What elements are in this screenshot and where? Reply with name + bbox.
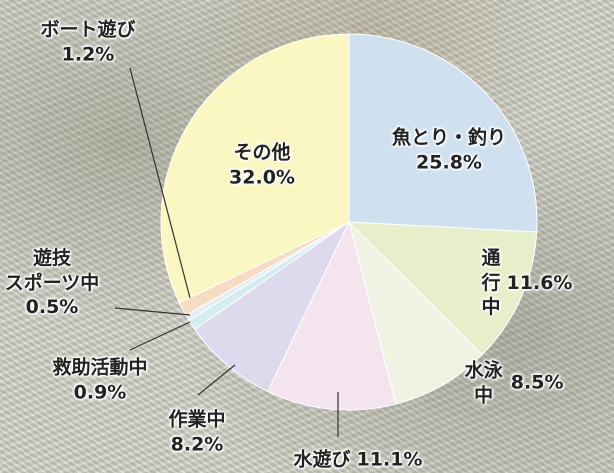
value-label: 11.1% bbox=[357, 448, 423, 473]
leader-line bbox=[115, 308, 190, 315]
leader-line bbox=[130, 322, 190, 350]
value-label: 1.2% bbox=[62, 42, 115, 67]
category-label: 魚とり・釣り bbox=[392, 125, 506, 150]
value-label: 0.9% bbox=[74, 380, 127, 405]
category-label: 遊技 スポーツ中 bbox=[5, 246, 100, 295]
leader-line bbox=[198, 365, 235, 395]
category-label: その他 bbox=[233, 140, 290, 165]
value-label: 11.6% bbox=[507, 271, 573, 296]
value-label: 25.8% bbox=[416, 150, 482, 175]
category-label: 通行中 bbox=[482, 246, 501, 320]
category-label: 水遊び bbox=[294, 448, 351, 473]
value-label: 8.5% bbox=[511, 371, 564, 396]
value-label: 32.0% bbox=[229, 165, 295, 190]
slice-label: 通行中 11.6% bbox=[482, 246, 573, 320]
category-label: 作業中 bbox=[168, 407, 225, 432]
category-label: ボート遊び bbox=[40, 17, 135, 42]
category-label: 救助活動中 bbox=[52, 355, 147, 380]
category-label: 水泳中 bbox=[463, 358, 505, 407]
page: 魚とり・釣り25.8% 通行中 11.6% 水泳中8.5% 水遊び11.1% 作業中8.2… bbox=[0, 0, 614, 473]
value-label: 0.5% bbox=[26, 295, 79, 320]
value-label: 8.2% bbox=[171, 432, 224, 457]
